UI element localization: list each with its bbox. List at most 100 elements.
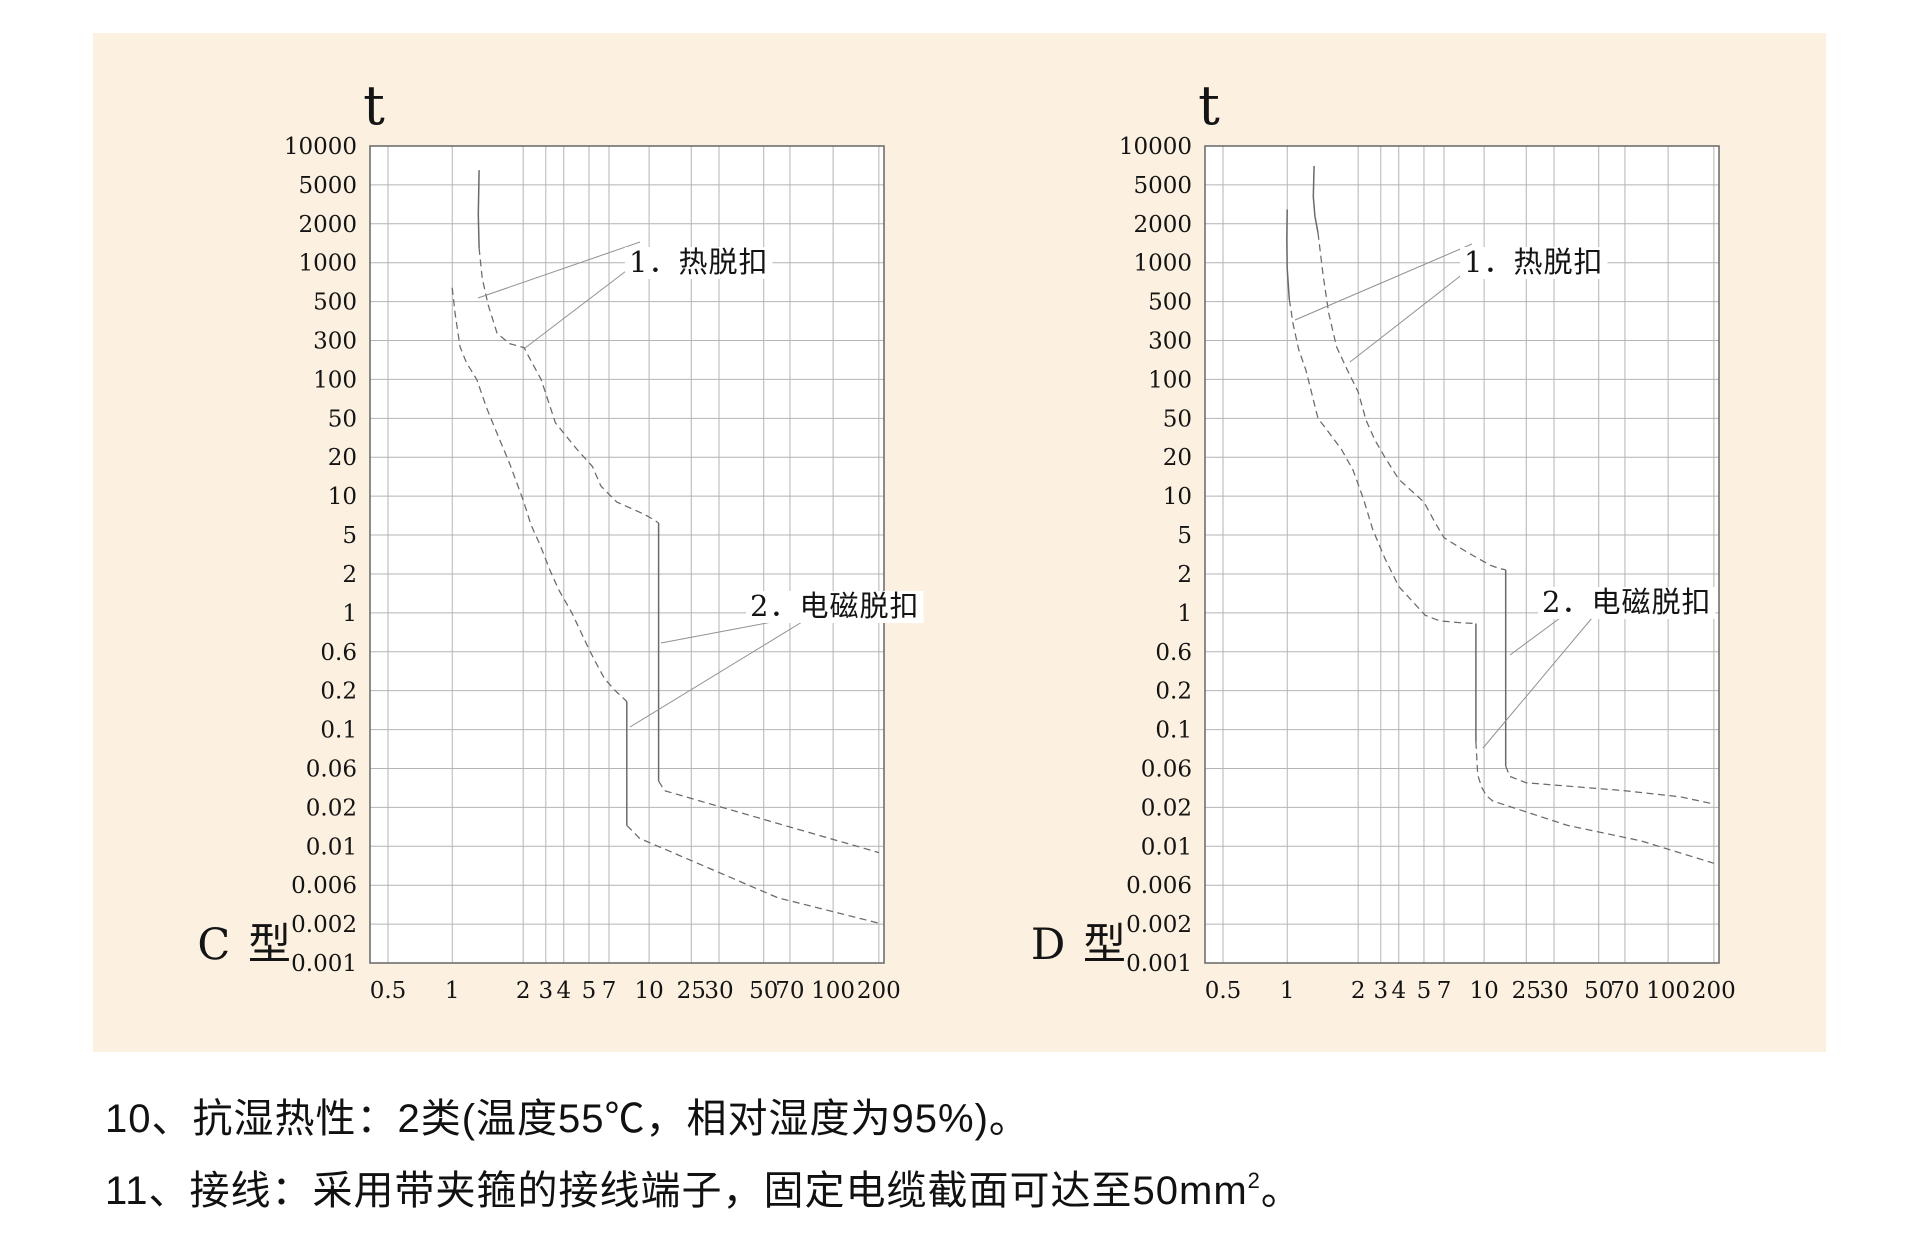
leader-line	[1349, 269, 1469, 363]
y-tick-label: 0.6	[320, 640, 357, 666]
x-tick-label: 5	[582, 978, 597, 1004]
y-tick-label: 100	[313, 367, 357, 393]
chart-title: C 型	[197, 920, 293, 970]
thermal-trip-lower-curve	[451, 287, 880, 924]
x-tick-label: 4	[556, 978, 571, 1004]
note-wiring-text: 11、接线：采用带夹箍的接线端子，固定电缆截面可达至50mm	[105, 1169, 1248, 1213]
y-tick-label: 300	[1148, 329, 1192, 355]
x-tick-label: 0.5	[370, 978, 407, 1004]
x-tick-label: 25	[677, 978, 706, 1004]
grid	[370, 146, 884, 963]
y-tick-label: 0.1	[1155, 718, 1192, 744]
x-tick-label: 25	[1512, 978, 1541, 1004]
y-tick-label: 2	[1177, 562, 1192, 588]
thermal-trip-upper-curve	[1312, 165, 1715, 805]
note-humidity-text: 10、抗湿热性：2类(温度55℃，相对湿度为95%)。	[105, 1097, 1030, 1141]
y-tick-label: 0.006	[1126, 873, 1192, 899]
leader-line	[1482, 617, 1593, 749]
y-tick-label: 0.001	[291, 951, 357, 977]
thermal-trip-upper-curve	[477, 170, 880, 854]
x-tick-label: 70	[1610, 978, 1639, 1004]
y-axis-tick-labels: 10000 5000 2000 1000 500 300 100 50 20 10 5 2 1 0.6 0.…	[284, 134, 357, 977]
x-tick-label: 50	[1584, 978, 1613, 1004]
x-tick-label: 5	[1417, 978, 1432, 1004]
note-wiring-superscript: 2	[1247, 1168, 1261, 1193]
y-tick-label: 1000	[298, 251, 357, 277]
y-tick-label: 0.6	[1155, 640, 1192, 666]
annotation-backdrop	[625, 247, 773, 279]
y-tick-label: 2000	[1133, 212, 1192, 238]
y-tick-label: 0.02	[306, 795, 357, 821]
y-tick-label: 10	[328, 484, 357, 510]
x-tick-label: 3	[1373, 978, 1388, 1004]
d-type-chart: 10000 5000 2000 1000 500 300 100 50 20 10 5 2 1 0.6 0.…	[1031, 74, 1736, 1004]
y-tick-label: 5	[342, 523, 357, 549]
y-tick-label: 50	[328, 406, 357, 432]
y-tick-label: 0.06	[1141, 756, 1192, 782]
x-tick-label: 0.5	[1205, 978, 1242, 1004]
leader-line	[1509, 617, 1561, 656]
chart-title: D 型	[1031, 920, 1128, 970]
note-wiring-period: 。	[1260, 1169, 1302, 1213]
x-tick-label: 1	[445, 978, 460, 1004]
y-tick-label: 0.002	[291, 912, 357, 938]
y-tick-label: 1	[1177, 601, 1192, 627]
y-tick-label: 50	[1163, 406, 1192, 432]
y-tick-label: 0.06	[306, 756, 357, 782]
y-axis-tick-labels: 10000 5000 2000 1000 500 300 100 50 20 10 5 2 1 0.6 0.…	[1119, 134, 1192, 977]
x-tick-label: 30	[704, 978, 733, 1004]
thermal-trip-lower-curve	[1286, 209, 1715, 864]
y-tick-label: 0.006	[291, 873, 357, 899]
leader-line	[477, 241, 641, 299]
y-tick-label: 5	[1177, 523, 1192, 549]
thermal-trip-label: 1．热脱扣	[477, 241, 773, 349]
annotation-backdrop	[746, 591, 924, 623]
thermal-trip-label: 1．热脱扣	[1294, 243, 1608, 363]
c-type-chart: 10000 5000 2000 1000 500 300 100 50 20 10 5 2 1 0.6 0.…	[197, 74, 924, 1004]
x-tick-label: 100	[1646, 978, 1690, 1004]
grid	[1205, 146, 1719, 963]
y-tick-label: 1	[342, 601, 357, 627]
x-tick-label: 1	[1280, 978, 1295, 1004]
leader-line	[524, 267, 631, 349]
y-tick-label: 5000	[1133, 173, 1192, 199]
y-tick-label: 0.01	[1141, 834, 1192, 860]
y-tick-label: 0.1	[320, 718, 357, 744]
y-tick-label: 20	[1163, 445, 1192, 471]
y-tick-label: 0.001	[1126, 951, 1192, 977]
y-tick-label: 1000	[1133, 251, 1192, 277]
y-tick-label: 10000	[284, 134, 357, 160]
y-tick-label: 20	[328, 445, 357, 471]
y-tick-label: 300	[313, 329, 357, 355]
x-tick-label: 50	[749, 978, 778, 1004]
x-tick-label: 200	[1692, 978, 1736, 1004]
y-tick-label: 0.002	[1126, 912, 1192, 938]
y-tick-label: 2	[342, 562, 357, 588]
x-tick-label: 7	[602, 978, 617, 1004]
x-tick-label: 10	[634, 978, 663, 1004]
y-tick-label: 0.02	[1141, 795, 1192, 821]
plot-border	[369, 145, 885, 964]
y-tick-label: 500	[313, 290, 357, 316]
annotation-backdrop	[1538, 587, 1716, 619]
x-tick-label: 2	[1351, 978, 1366, 1004]
y-tick-label: 10	[1163, 484, 1192, 510]
y-tick-label: 10000	[1119, 134, 1192, 160]
note-wiring: 11、接线：采用带夹箍的接线端子，固定电缆截面可达至50mm2。	[105, 1158, 1302, 1216]
y-tick-label: 500	[1148, 290, 1192, 316]
annotation-backdrop	[1460, 247, 1608, 279]
y-axis-title: t	[1198, 74, 1220, 137]
x-tick-label: 70	[775, 978, 804, 1004]
x-tick-label: 7	[1437, 978, 1452, 1004]
x-tick-label: 2	[516, 978, 531, 1004]
x-tick-label: 100	[811, 978, 855, 1004]
y-tick-label: 2000	[298, 212, 357, 238]
leader-line	[1294, 243, 1473, 321]
annotation-text: 2．电磁脱扣	[1542, 585, 1711, 619]
x-tick-label: 30	[1539, 978, 1568, 1004]
x-tick-label: 4	[1391, 978, 1406, 1004]
x-tick-label: 3	[538, 978, 553, 1004]
